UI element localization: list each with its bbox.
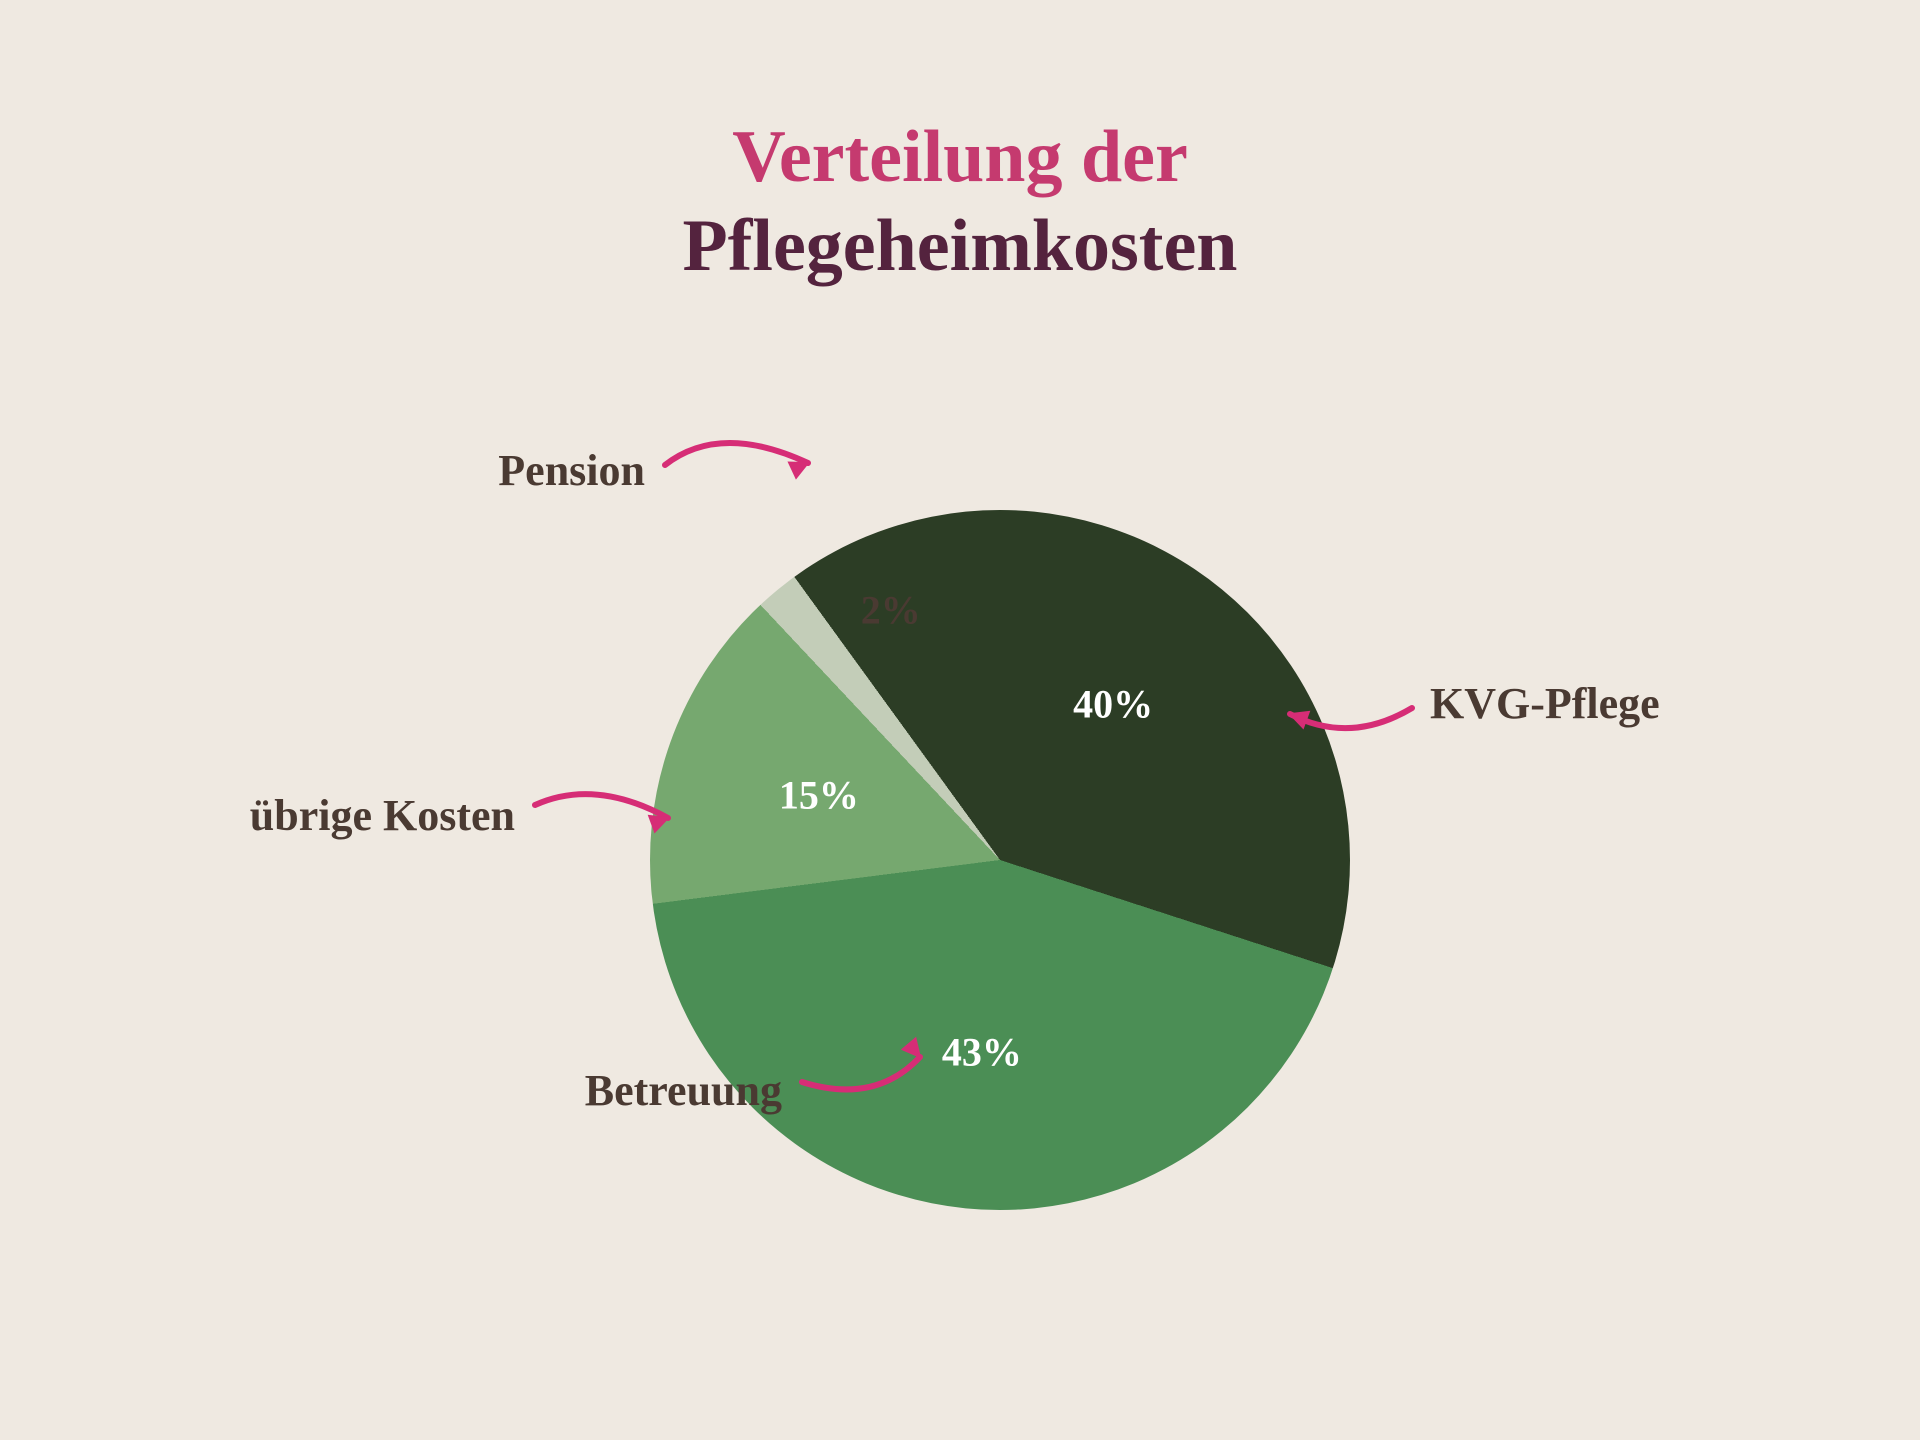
chart-title: Verteilung der Pflegeheimkosten — [683, 115, 1238, 289]
pie-chart: 43%15%2%40% Pension übrige Kosten Betreu… — [650, 510, 1350, 1210]
label-overlay: Pension übrige Kosten Betreuung KVG-Pfle… — [300, 460, 1900, 1360]
title-line-1: Verteilung der — [683, 115, 1238, 200]
chart-container: Verteilung der Pflegeheimkosten 43%15%2%… — [0, 0, 1920, 1440]
title-line-2: Pflegeheimkosten — [683, 204, 1238, 289]
arrow-kvg — [300, 460, 1900, 1360]
